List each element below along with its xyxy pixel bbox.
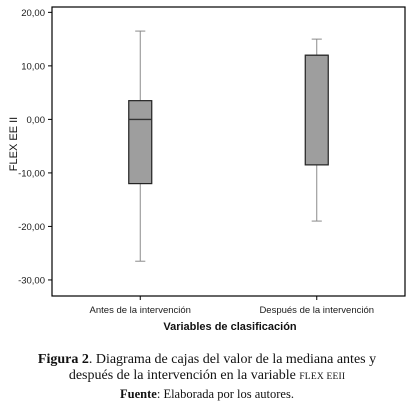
- y-tick-label: -20,00: [18, 222, 45, 233]
- x-tick-label: Antes de la intervención: [90, 305, 191, 316]
- plot-frame: [51, 6, 406, 297]
- box-1: [128, 100, 153, 185]
- figure-caption-text-2: después de la intervención en la variabl…: [68, 368, 300, 383]
- figure-caption-line-1: Figura 2. Diagrama de cajas del valor de…: [0, 352, 414, 368]
- box-plot-chart: 20,00 10,00 0,00 -10,00 -20,00 -30,00 Antes de…: [8, 6, 406, 333]
- source-label: Fuente: [120, 387, 157, 401]
- x-tick-label: Después de la intervención: [259, 305, 374, 316]
- figure-source: Fuente: Elaborada por los autores.: [0, 387, 414, 402]
- figure-caption-line-2: después de la intervención en la variabl…: [0, 368, 414, 385]
- x-axis-title: Variables de clasificación: [163, 321, 297, 333]
- y-tick-label: -10,00: [18, 168, 45, 179]
- box-2: [304, 54, 329, 166]
- plot-area: 20,00 10,00 0,00 -10,00 -20,00 -30,00 Antes de…: [18, 6, 406, 316]
- y-axis-title: FLEX EE II: [8, 117, 20, 171]
- y-tick-label: 0,00: [27, 115, 46, 126]
- figure-label: Figura 2: [37, 352, 89, 367]
- y-tick-label: -30,00: [18, 275, 45, 286]
- y-tick-label: 20,00: [21, 8, 45, 19]
- figure-caption-text: . Diagrama de cajas del valor de la medi…: [88, 352, 377, 367]
- y-tick-label: 10,00: [21, 61, 45, 72]
- source-text: : Elaborada por los autores.: [156, 387, 294, 401]
- figure-caption-variable: FLEX EEII: [299, 372, 346, 382]
